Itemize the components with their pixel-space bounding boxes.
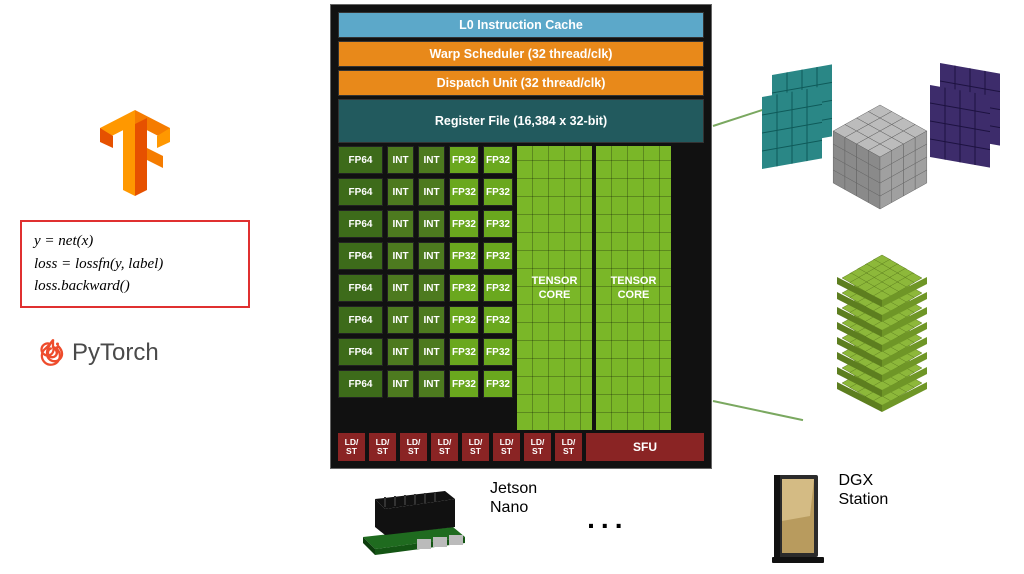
hardware-row: Jetson Nano ... DGX Station [350, 471, 888, 566]
code-line: loss.backward() [34, 275, 236, 298]
ldst-cell: LD/ ST [524, 433, 551, 461]
fp32-cell: FP32 [483, 242, 513, 270]
fp32-cell: FP32 [449, 306, 479, 334]
fp32-cell: FP32 [483, 274, 513, 302]
intc-cell: INT [387, 178, 414, 206]
fp32-cell: FP32 [483, 210, 513, 238]
intc-cell: INT [418, 178, 445, 206]
intc-cell: INT [387, 210, 414, 238]
ldst-cell: LD/ ST [431, 433, 458, 461]
pytorch-label: PyTorch [72, 339, 159, 367]
ldst-cell: LD/ ST [369, 433, 396, 461]
l0-cache-row: L0 Instruction Cache [338, 12, 704, 38]
ldst-cell: LD/ ST [555, 433, 582, 461]
dgx-station-item: DGX Station [768, 471, 888, 566]
fp32-cell: FP32 [449, 146, 479, 174]
dispatch-unit-row: Dispatch Unit (32 thread/clk) [338, 70, 704, 96]
fp64-cell: FP64 [338, 338, 383, 366]
ldst-cell: LD/ ST [493, 433, 520, 461]
fp64-cell: FP64 [338, 146, 383, 174]
fp64-cell: FP64 [338, 306, 383, 334]
intc-cell: INT [387, 306, 414, 334]
fp32-cell: FP32 [449, 370, 479, 398]
intc-cell: INT [418, 242, 445, 270]
sm-block-diagram: L0 Instruction Cache Warp Scheduler (32 … [330, 4, 712, 469]
jetson-nano-item: Jetson Nano [350, 479, 537, 559]
tensor-core-block: TENSOR CORE [596, 146, 671, 430]
intc-cell: INT [418, 306, 445, 334]
intc-cell: INT [387, 146, 414, 174]
fp32-cell: FP32 [449, 338, 479, 366]
fp32-cell: FP32 [449, 242, 479, 270]
warp-scheduler-row: Warp Scheduler (32 thread/clk) [338, 41, 704, 67]
intc-cell: INT [387, 370, 414, 398]
fp32-cell: FP32 [483, 370, 513, 398]
intc-cell: INT [418, 210, 445, 238]
fp64-cell: FP64 [338, 178, 383, 206]
dgx-station-icon [768, 471, 828, 566]
sfu-cell: SFU [586, 433, 704, 461]
ldst-cell: LD/ ST [462, 433, 489, 461]
fp64-cell: FP64 [338, 370, 383, 398]
pytorch-flame-icon [40, 338, 66, 368]
fp32-cell: FP32 [449, 210, 479, 238]
tensor-core-block: TENSOR CORE [517, 146, 592, 430]
tensorflow-logo [85, 100, 185, 200]
intc-cell: INT [418, 146, 445, 174]
fp32-cell: FP32 [449, 178, 479, 206]
fp64-cell: FP64 [338, 210, 383, 238]
ldst-row: LD/ STLD/ STLD/ STLD/ STLD/ STLD/ STLD/ … [338, 433, 704, 461]
left-frameworks-column: y = net(x) loss = lossfn(y, label) loss.… [20, 100, 250, 368]
fp32-cell: FP32 [483, 338, 513, 366]
intc-cell: INT [418, 370, 445, 398]
fp64-cell: FP64 [338, 274, 383, 302]
intc-cell: INT [387, 338, 414, 366]
tensor-matrix-illustration [752, 55, 1012, 415]
code-sample-box: y = net(x) loss = lossfn(y, label) loss.… [20, 220, 250, 308]
fp32-cell: FP32 [449, 274, 479, 302]
fp64-cell: FP64 [338, 242, 383, 270]
fp32-cell: FP32 [483, 146, 513, 174]
ldst-cell: LD/ ST [400, 433, 427, 461]
intc-cell: INT [387, 274, 414, 302]
intc-cell: INT [387, 242, 414, 270]
fp32-cell: FP32 [483, 306, 513, 334]
code-line: loss = lossfn(y, label) [34, 253, 236, 276]
code-line: y = net(x) [34, 230, 236, 253]
intc-cell: INT [418, 274, 445, 302]
ldst-cell: LD/ ST [338, 433, 365, 461]
jetson-nano-icon [350, 479, 480, 559]
register-file-row: Register File (16,384 x 32-bit) [338, 99, 704, 143]
pytorch-logo: PyTorch [40, 338, 250, 368]
fp32-cell: FP32 [483, 178, 513, 206]
compute-grid: FP64FP64FP64FP64FP64FP64FP64FP64 INTINTI… [338, 146, 704, 430]
dgx-station-label: DGX Station [838, 471, 888, 509]
intc-cell: INT [418, 338, 445, 366]
ellipsis: ... [587, 503, 628, 535]
jetson-nano-label: Jetson Nano [490, 479, 537, 517]
